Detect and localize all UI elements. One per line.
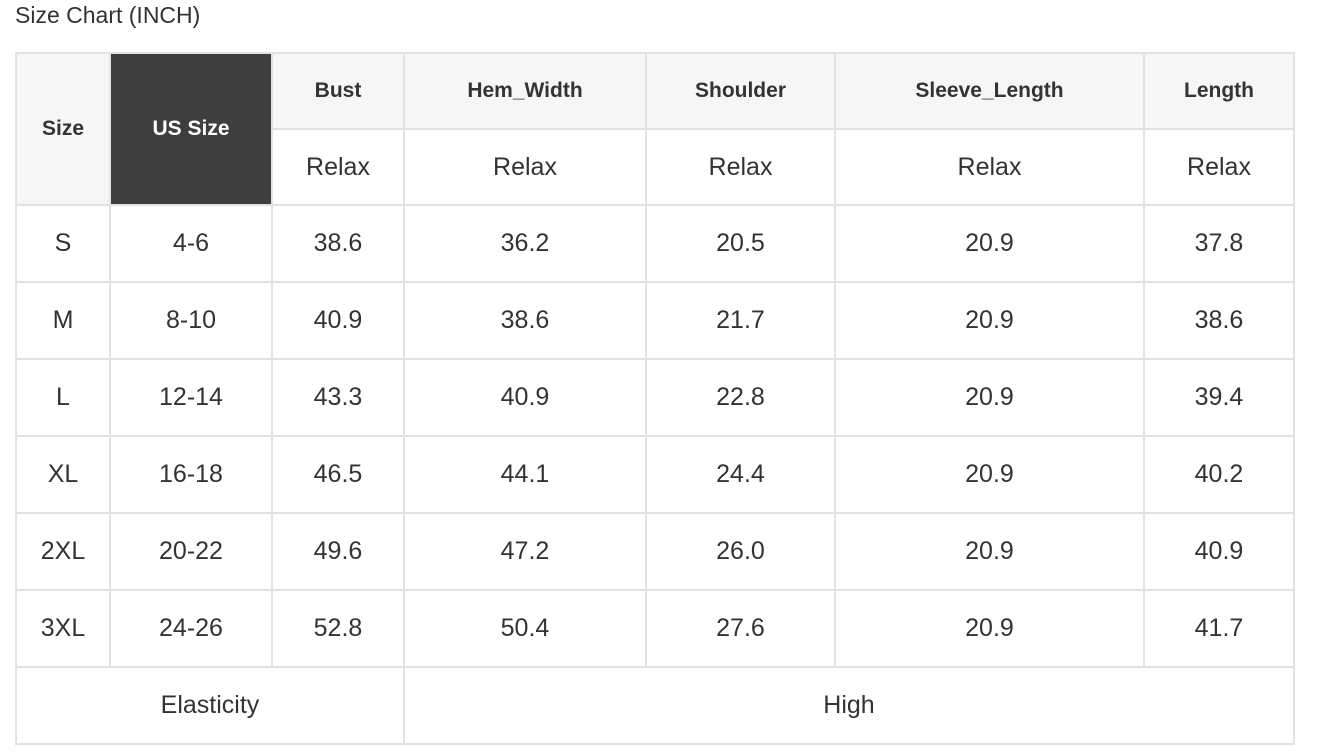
table-cell: S	[15, 204, 111, 283]
table-cell: 2XL	[15, 512, 111, 591]
table-cell: L	[15, 358, 111, 437]
table-cell: 20.9	[834, 358, 1145, 437]
table-cell: 26.0	[645, 512, 836, 591]
table-cell: 20.9	[834, 512, 1145, 591]
table-cell: 39.4	[1143, 358, 1295, 437]
table-cell: 20.9	[834, 589, 1145, 668]
table-row: M 8-10 40.9 38.6 21.7 20.9 38.6	[15, 281, 1295, 360]
table-cell: 43.3	[271, 358, 405, 437]
table-row: 3XL 24-26 52.8 50.4 27.6 20.9 41.7	[15, 589, 1295, 668]
table-cell: 41.7	[1143, 589, 1295, 668]
table-cell: 24-26	[109, 589, 273, 668]
table-cell: 52.8	[271, 589, 405, 668]
header-size: Size	[15, 52, 111, 206]
table-cell: XL	[15, 435, 111, 514]
table-cell: 49.6	[271, 512, 405, 591]
table-cell: 20.5	[645, 204, 836, 283]
table-row: S 4-6 38.6 36.2 20.5 20.9 37.8	[15, 204, 1295, 283]
table-row: XL 16-18 46.5 44.1 24.4 20.9 40.2	[15, 435, 1295, 514]
table-cell: 50.4	[403, 589, 647, 668]
header-bust: Bust	[271, 52, 405, 130]
elasticity-row: Elasticity High	[15, 666, 1295, 745]
table-cell: 38.6	[271, 204, 405, 283]
table-cell: 38.6	[1143, 281, 1295, 360]
table-cell: 44.1	[403, 435, 647, 514]
table-cell: M	[15, 281, 111, 360]
table-cell: 38.6	[403, 281, 647, 360]
table-cell: 36.2	[403, 204, 647, 283]
subheader-cell: Relax	[645, 128, 836, 206]
header-sleeve-length: Sleeve_Length	[834, 52, 1145, 130]
table-cell: 46.5	[271, 435, 405, 514]
size-chart-table: Size US Size Bust Hem_Width Shoulder Sle…	[15, 52, 1295, 745]
header-shoulder: Shoulder	[645, 52, 836, 130]
table-cell: 4-6	[109, 204, 273, 283]
table-cell: 16-18	[109, 435, 273, 514]
table-cell: 40.9	[1143, 512, 1295, 591]
table-cell: 20-22	[109, 512, 273, 591]
table-row: L 12-14 43.3 40.9 22.8 20.9 39.4	[15, 358, 1295, 437]
table-cell: 22.8	[645, 358, 836, 437]
header-length: Length	[1143, 52, 1295, 130]
subheader-cell: Relax	[1143, 128, 1295, 206]
subheader-cell: Relax	[271, 128, 405, 206]
table-cell: 24.4	[645, 435, 836, 514]
elasticity-label: Elasticity	[15, 666, 405, 745]
table-cell: 37.8	[1143, 204, 1295, 283]
header-hem-width: Hem_Width	[403, 52, 647, 130]
table-cell: 20.9	[834, 281, 1145, 360]
table-cell: 27.6	[645, 589, 836, 668]
table-cell: 20.9	[834, 435, 1145, 514]
header-row: Size US Size Bust Hem_Width Shoulder Sle…	[15, 52, 1295, 206]
elasticity-value: High	[403, 666, 1295, 745]
table-cell: 21.7	[645, 281, 836, 360]
subheader-row: Relax Relax Relax Relax Relax	[16, 128, 1295, 206]
table-cell: 20.9	[834, 204, 1145, 283]
table-cell: 40.9	[403, 358, 647, 437]
table-cell: 40.2	[1143, 435, 1295, 514]
table-row: 2XL 20-22 49.6 47.2 26.0 20.9 40.9	[15, 512, 1295, 591]
table-cell: 40.9	[271, 281, 405, 360]
page-title: Size Chart (INCH)	[15, 2, 201, 28]
header-us-size: US Size	[109, 52, 273, 206]
table-cell: 8-10	[109, 281, 273, 360]
table-cell: 47.2	[403, 512, 647, 591]
subheader-cell: Relax	[403, 128, 647, 206]
subheader-cell: Relax	[834, 128, 1145, 206]
table-cell: 3XL	[15, 589, 111, 668]
table-cell: 12-14	[109, 358, 273, 437]
